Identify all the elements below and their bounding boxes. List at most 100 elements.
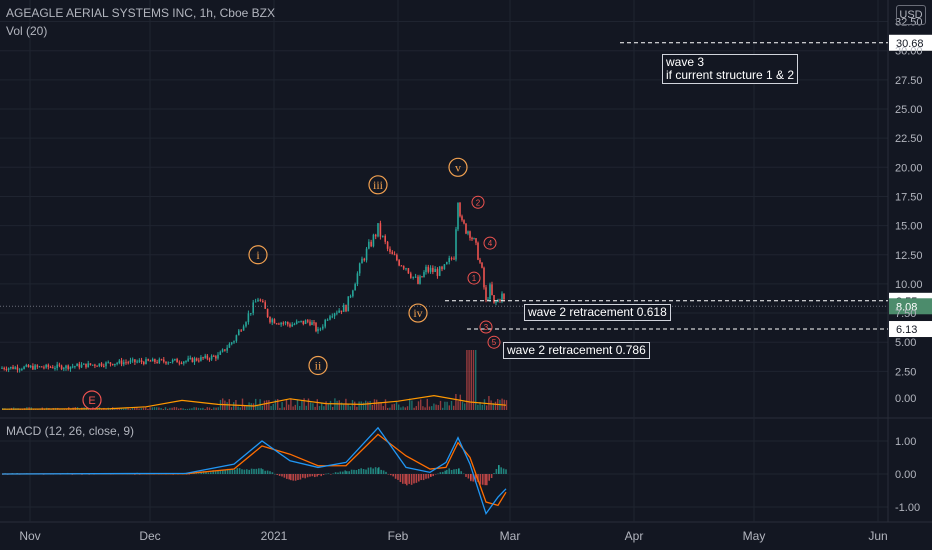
candle-body (51, 367, 54, 369)
candle-body (427, 266, 430, 272)
macd-histogram-bar (217, 470, 219, 474)
candle-body (374, 234, 377, 237)
volume-bar (151, 407, 153, 410)
macd-histogram-bar (479, 474, 482, 485)
macd-title[interactable]: MACD (12, 26, close, 9) (6, 424, 135, 438)
candle-body (414, 276, 417, 278)
volume-title[interactable]: Vol (20) (6, 24, 48, 38)
candle-body (193, 358, 196, 363)
volume-bar (349, 406, 351, 410)
macd-histogram-bar (248, 469, 250, 474)
macd-histogram-bar (498, 465, 500, 474)
volume-bar (206, 407, 208, 410)
macd-histogram-bar (460, 471, 462, 474)
volume-bar (461, 401, 464, 410)
candle-body (481, 262, 483, 268)
time-tick-label: Dec (139, 529, 160, 543)
volume-bar (332, 406, 334, 410)
symbol-title[interactable]: AGEAGLE AERIAL SYSTEMS INC, 1h, Cboe BZX (6, 6, 275, 20)
candle-body (450, 258, 453, 260)
wave3-note[interactable]: wave 3 if current structure 1 & 2 (662, 54, 799, 84)
macd-histogram-bar (222, 470, 224, 474)
candle-body (58, 364, 61, 366)
volume-bar (156, 407, 158, 410)
candle-body (102, 365, 105, 367)
macd-histogram-bar (294, 474, 297, 481)
volume-bar (285, 399, 288, 410)
candle-body (134, 359, 136, 363)
currency-button[interactable]: USD (896, 5, 926, 25)
volume-bar (479, 401, 481, 410)
candle-body (441, 266, 443, 270)
time-tick-label: Apr (625, 529, 644, 543)
volume-bar (446, 401, 448, 410)
candle-body (228, 343, 231, 348)
candle-body (372, 234, 375, 247)
candle-body (477, 242, 479, 260)
candle-body (289, 324, 291, 327)
macd-histogram-bar (320, 474, 322, 477)
volume-bar (448, 405, 450, 410)
volume-bar (202, 407, 204, 410)
macd-histogram-bar (467, 474, 470, 479)
candle-body (105, 362, 107, 367)
macd-histogram-bar (465, 474, 467, 477)
price-tick-label: 25.00 (895, 104, 923, 116)
macd-histogram-bar (332, 473, 334, 474)
macd-histogram-bar (260, 468, 262, 474)
macd-histogram-bar (505, 469, 507, 474)
candle-body (245, 322, 247, 327)
macd-tick-label: -1.00 (895, 502, 920, 514)
macd-histogram-bar (418, 474, 420, 482)
volume-bar (358, 401, 360, 410)
candle-body (300, 320, 302, 322)
candle-body (271, 319, 274, 323)
macd-histogram-bar (278, 474, 281, 476)
candle-body (278, 323, 280, 325)
volume-bar (160, 407, 162, 410)
volume-bar (204, 408, 206, 410)
earnings-marker-label: E (88, 395, 95, 407)
candle-body (100, 363, 103, 366)
candle-body (354, 284, 356, 291)
macd-histogram-bar (205, 472, 207, 474)
volume-bar (376, 399, 378, 410)
macd-histogram-bar (342, 471, 344, 474)
candle-body (74, 366, 76, 368)
macd-histogram-bar (238, 468, 241, 474)
volume-bar (411, 400, 413, 410)
candle-body (1, 367, 3, 369)
candle-body (219, 351, 222, 355)
macd-histogram-bar (420, 474, 422, 481)
candle-body (329, 316, 331, 320)
volume-bar (237, 406, 239, 410)
volume-bar (343, 403, 345, 410)
macd-histogram-bar (207, 472, 210, 474)
candle-body (14, 367, 17, 369)
volume-bar (470, 350, 472, 410)
candle-body (147, 359, 150, 361)
retracement-786-note[interactable]: wave 2 retracement 0.786 (503, 342, 650, 359)
candle-body (60, 365, 63, 370)
macd-histogram-bar (212, 470, 214, 474)
volume-bar (382, 406, 384, 410)
macd-histogram-bar (348, 471, 350, 474)
macd-histogram-bar (410, 474, 413, 485)
volume-bar (307, 398, 310, 410)
volume-bar (323, 406, 325, 410)
candle-body (389, 248, 391, 252)
volume-bar (380, 402, 382, 410)
volume-bar (486, 405, 488, 410)
volume-bar (415, 406, 417, 410)
wave-label: iv (413, 306, 422, 320)
macd-histogram-bar (262, 469, 264, 474)
candle-body (165, 361, 167, 364)
retracement-618-note[interactable]: wave 2 retracement 0.618 (524, 304, 671, 321)
price-tick-label: 17.50 (895, 191, 923, 203)
volume-bar (197, 407, 200, 410)
candle-body (434, 269, 436, 273)
time-tick-label: Feb (388, 529, 409, 543)
candle-body (479, 259, 481, 263)
candle-body (94, 364, 96, 366)
